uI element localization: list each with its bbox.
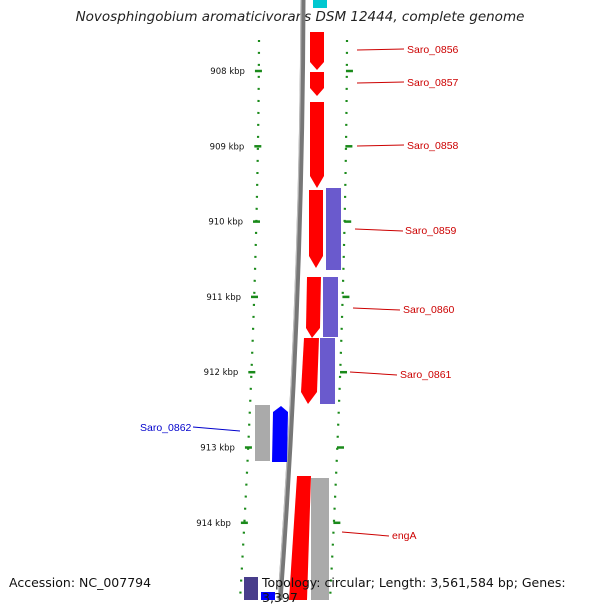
gene-saro-0859-rev <box>326 188 341 270</box>
gene-bottom-dark <box>244 577 258 600</box>
leader-saro-0856 <box>356 48 405 51</box>
label-saro-0859[interactable]: Saro_0859 <box>405 225 457 237</box>
gene-saro-0860-rev <box>323 277 338 337</box>
ruler-tick-label: 911 kbp <box>206 293 241 303</box>
label-saro-0856[interactable]: Saro_0856 <box>407 44 459 56</box>
ruler-line-right <box>328 39 349 600</box>
ruler-tick-label: 908 kbp <box>210 67 245 77</box>
leader-enga <box>341 531 390 537</box>
gene-saro-0856 <box>310 32 324 70</box>
leader-saro-0859 <box>354 228 404 232</box>
ruler-tick-label: 909 kbp <box>210 142 245 152</box>
gene-saro-0861-rev <box>320 338 335 404</box>
label-saro-0857[interactable]: Saro_0857 <box>407 77 459 89</box>
leader-saro-0860 <box>352 307 401 311</box>
gene-saro-0862-pseudo <box>255 405 270 461</box>
gene-saro-0860 <box>306 277 321 338</box>
label-saro-0860[interactable]: Saro_0860 <box>403 304 455 316</box>
genome-backbone <box>277 0 306 600</box>
label-saro-0861[interactable]: Saro_0861 <box>400 369 452 381</box>
label-saro-0858[interactable]: Saro_0858 <box>407 140 459 152</box>
accession-text: Accession: NC_007794 <box>9 575 152 590</box>
gene-saro-0861 <box>301 338 319 404</box>
label-enga[interactable]: engA <box>392 530 417 542</box>
label-saro-0862[interactable]: Saro_0862 <box>140 422 192 434</box>
topology-text: Topology: circular; Length: 3,561,584 bp… <box>262 575 566 605</box>
leader-saro-0857 <box>356 81 405 84</box>
gene-enga <box>289 476 311 600</box>
gene-features <box>244 0 341 600</box>
gene-saro-0858 <box>310 102 324 188</box>
ruler-tick-label: 913 kbp <box>200 444 235 454</box>
gene-enga-rev <box>311 478 329 600</box>
map-title: Novosphingobium aromaticivorans DSM 1244… <box>75 9 525 25</box>
gene-bottom-blue <box>261 592 275 600</box>
leader-saro-0862 <box>192 426 241 432</box>
leader-saro-0858 <box>356 144 405 147</box>
cyan-gene <box>313 0 327 8</box>
ruler-tick-label: 912 kbp <box>204 368 239 378</box>
gene-saro-0857 <box>310 72 324 96</box>
ruler-tick-label: 910 kbp <box>208 218 243 228</box>
ruler-tick-label: 914 kbp <box>196 519 231 529</box>
gene-saro-0859 <box>309 190 323 268</box>
gene-saro-0862 <box>272 406 288 462</box>
leader-saro-0861 <box>349 371 398 376</box>
ruler-line-left <box>238 39 261 600</box>
